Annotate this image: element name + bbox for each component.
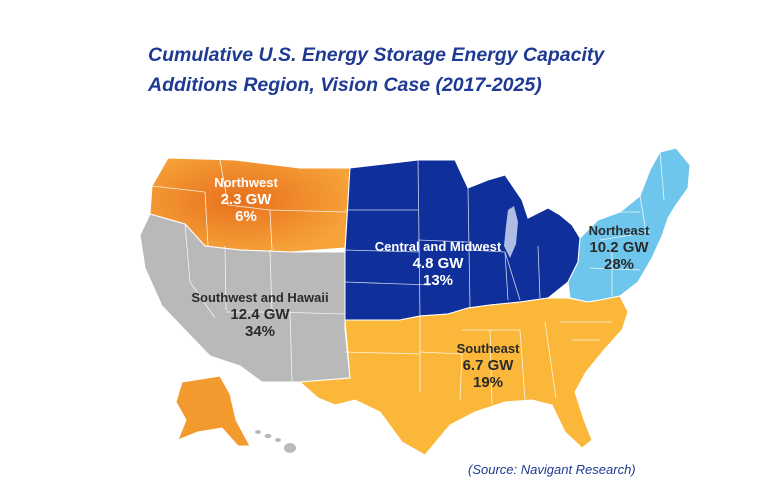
label-central-midwest: Central and Midwest 4.8 GW 13% [368, 238, 508, 289]
region-name: Southwest and Hawaii [191, 290, 329, 305]
label-southeast: Southeast 6.7 GW 19% [448, 340, 528, 391]
region-name: Central and Midwest [374, 239, 502, 254]
region-southeast [298, 295, 629, 456]
source-note: (Source: Navigant Research) [468, 462, 636, 477]
label-northeast: Northeast 10.2 GW 28% [584, 222, 654, 273]
chart-title: Cumulative U.S. Energy Storage Energy Ca… [148, 40, 668, 100]
region-value: 4.8 GW [412, 255, 464, 272]
region-value: 2.3 GW [220, 191, 272, 208]
region-value: 6.7 GW [462, 357, 514, 374]
region-value: 10.2 GW [589, 239, 649, 256]
lake-michigan [504, 206, 518, 258]
region-share: 6% [235, 208, 257, 225]
region-share: 13% [422, 272, 454, 289]
title-line-2: Additions Region, Vision Case (2017-2025… [148, 74, 542, 96]
label-southwest: Southwest and Hawaii 12.4 GW 34% [180, 289, 340, 340]
region-value: 12.4 GW [230, 306, 290, 323]
region-share: 34% [244, 323, 276, 340]
region-name: Southeast [456, 341, 520, 356]
region-share: 28% [603, 256, 635, 273]
region-alaska [175, 375, 251, 447]
label-northwest: Northwest 2.3 GW 6% [206, 174, 286, 225]
region-name: Northwest [214, 175, 278, 190]
hawaii-islands [255, 430, 296, 453]
title-line-1: Cumulative U.S. Energy Storage Energy Ca… [148, 44, 605, 66]
region-share: 19% [472, 374, 504, 391]
region-name: Northeast [588, 223, 650, 238]
